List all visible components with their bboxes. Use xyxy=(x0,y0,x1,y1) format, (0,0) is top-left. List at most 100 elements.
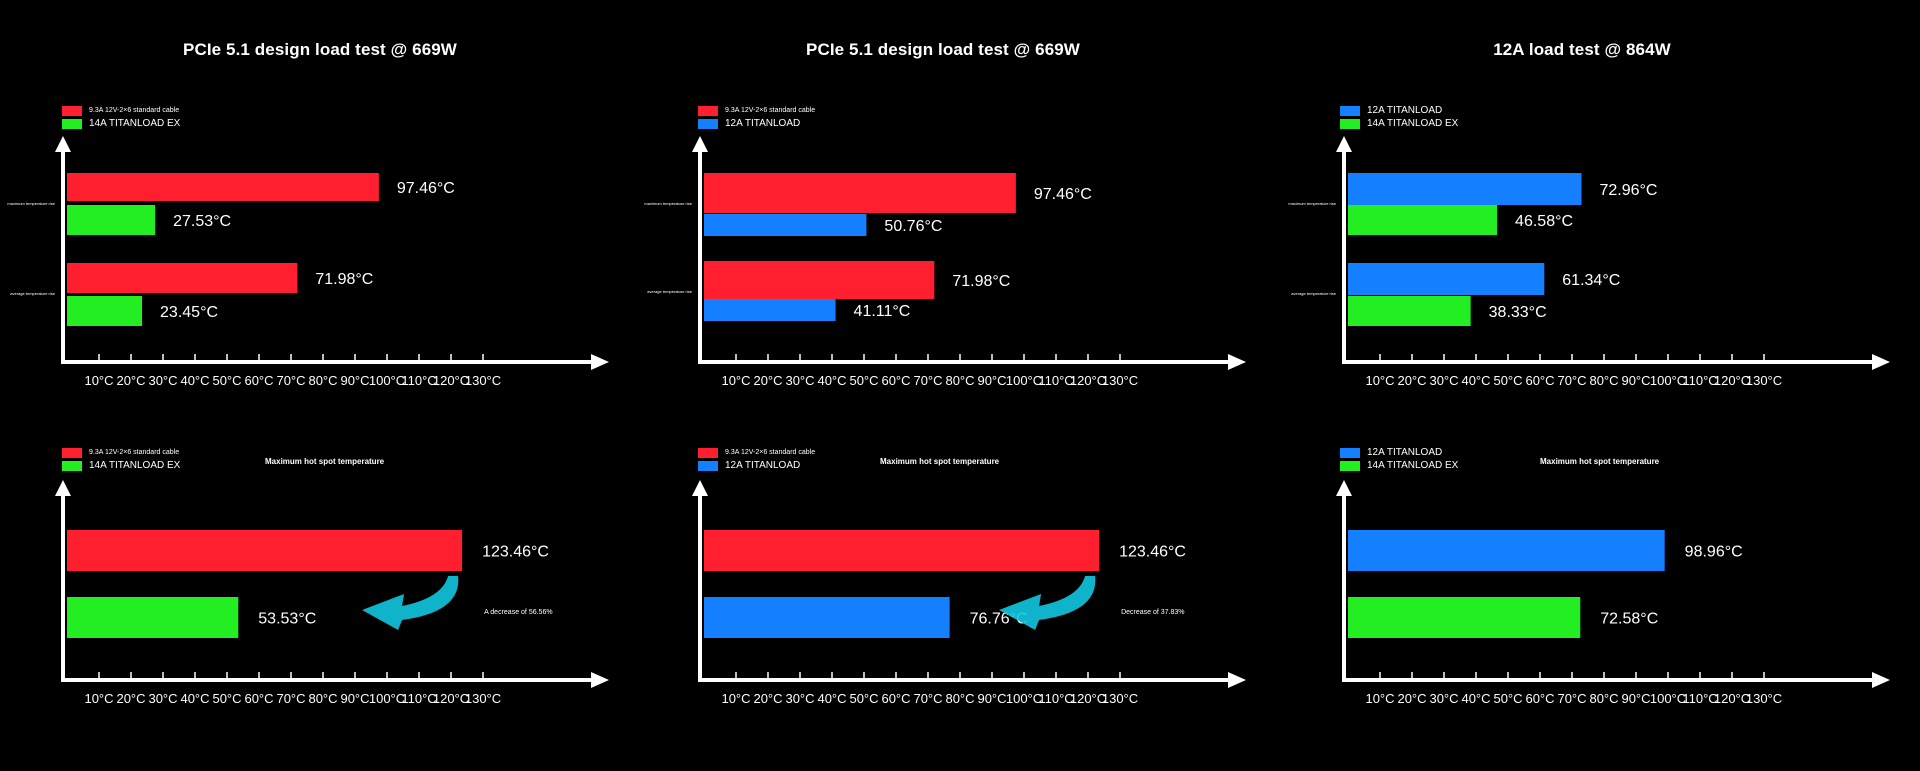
y-axis-arrow xyxy=(692,136,708,152)
column-title-3: 12A load test @ 864W xyxy=(1493,40,1671,59)
x-tick-label: 110°C xyxy=(1682,691,1717,706)
annotation-text: Decrease of 37.83% xyxy=(1121,609,1184,616)
x-tick-label: 60°C xyxy=(881,373,910,388)
data-label: 98.96°C xyxy=(1685,544,1743,561)
chart-panel-5: 10°C 20°C 30°C 40°C 50°C 60°C 70°C 80°C 90°C 100°… xyxy=(692,480,1246,706)
x-tick-label: 50°C xyxy=(212,691,241,706)
legend-swatch xyxy=(698,460,718,471)
data-label: 71.98°C xyxy=(952,273,1010,290)
x-tick-label: 30°C xyxy=(1429,691,1458,706)
legend-swatch xyxy=(62,118,82,129)
legend-label: 9.3A 12V-2×6 standard cable xyxy=(725,107,816,114)
data-label: 123.46°C xyxy=(482,544,549,561)
x-tick-label: 70°C xyxy=(913,373,942,388)
x-tick-label: 50°C xyxy=(1493,691,1522,706)
x-tick-label: 90°C xyxy=(977,691,1006,706)
data-label: 41.11°C xyxy=(854,303,911,320)
x-axis-arrow xyxy=(1872,672,1890,688)
x-tick-label: 20°C xyxy=(753,691,782,706)
x-tick-label: 10°C xyxy=(1365,373,1394,388)
category-label: maximum temperature rise xyxy=(644,201,692,206)
data-label: 97.46°C xyxy=(1034,186,1092,203)
x-tick-label: 70°C xyxy=(1557,691,1586,706)
legend-chart-4: 9.3A 12V-2×6 standard cable 14A TITANLOA… xyxy=(62,446,180,472)
x-tick-label: 100°C xyxy=(1650,373,1686,388)
x-tick-label: 40°C xyxy=(180,373,209,388)
x-tick-label: 100°C xyxy=(1650,691,1686,706)
x-tick-label: 10°C xyxy=(721,373,750,388)
chart-panel-1: 10°C 20°C 30°C 40°C 50°C 60°C 70°C 80°C 90°C 100°… xyxy=(7,136,609,388)
chart-subtitle-5: Maximum hot spot temperature xyxy=(880,457,1000,466)
y-axis-arrow xyxy=(692,480,708,496)
bar xyxy=(1348,296,1471,326)
legend-label: 9.3A 12V-2×6 standard cable xyxy=(725,449,816,456)
bar xyxy=(704,597,950,638)
bar xyxy=(1348,173,1582,205)
x-tick-label: 10°C xyxy=(1365,691,1394,706)
legend-swatch xyxy=(62,447,82,458)
legend-swatch xyxy=(62,105,82,116)
legend-chart-1: 9.3A 12V-2×6 standard cable 14A TITANLOA… xyxy=(62,104,180,130)
x-tick-label: 90°C xyxy=(340,373,369,388)
x-tick-label: 70°C xyxy=(276,691,305,706)
x-tick-label: 60°C xyxy=(244,691,273,706)
x-tick-label: 10°C xyxy=(84,691,113,706)
x-tick-label: 100°C xyxy=(1006,373,1042,388)
x-tick-label: 120°C xyxy=(1070,691,1106,706)
decrease-arrow xyxy=(999,576,1096,630)
category-label: maximum temperature rise xyxy=(1288,201,1336,206)
x-tick-label: 130°C xyxy=(1746,691,1782,706)
legend-label: 9.3A 12V-2×6 standard cable xyxy=(89,449,180,456)
x-tick-label: 30°C xyxy=(785,691,814,706)
x-tick-label: 120°C xyxy=(1714,691,1750,706)
y-axis-arrow xyxy=(55,136,71,152)
bar xyxy=(67,205,156,235)
data-label: 46.58°C xyxy=(1515,213,1573,230)
x-tick-label: 90°C xyxy=(977,373,1006,388)
category-label: maximum temperature rise xyxy=(7,201,55,206)
legend-label: 14A TITANLOAD EX xyxy=(89,118,181,129)
x-tick-label: 80°C xyxy=(308,373,337,388)
decrease-arrow xyxy=(362,576,459,630)
x-tick-label: 60°C xyxy=(244,373,273,388)
bar xyxy=(704,173,1016,213)
legend-label: 12A TITANLOAD xyxy=(725,460,801,471)
data-label: 71.98°C xyxy=(315,271,373,288)
x-tick-label: 110°C xyxy=(1038,373,1073,388)
x-tick-label: 60°C xyxy=(1525,373,1554,388)
x-tick-label: 10°C xyxy=(84,373,113,388)
bar xyxy=(704,214,867,236)
x-tick-label: 50°C xyxy=(849,691,878,706)
x-tick-label: 40°C xyxy=(180,691,209,706)
annotation-text: A decrease of 56.56% xyxy=(484,609,553,616)
x-tick-label: 80°C xyxy=(945,373,974,388)
legend-label: 12A TITANLOAD xyxy=(1367,447,1443,458)
x-axis-arrow xyxy=(591,672,609,688)
x-axis-arrow xyxy=(591,354,609,370)
column-title-2: PCIe 5.1 design load test @ 669W xyxy=(806,40,1080,59)
legend-label: 14A TITANLOAD EX xyxy=(1367,118,1459,129)
legend-swatch xyxy=(1340,105,1360,116)
x-tick-label: 40°C xyxy=(817,373,846,388)
x-tick-label: 40°C xyxy=(1461,373,1490,388)
x-tick-label: 20°C xyxy=(1397,691,1426,706)
data-label: 38.33°C xyxy=(1489,304,1547,321)
legend-swatch xyxy=(1340,447,1360,458)
x-tick-label: 120°C xyxy=(433,373,469,388)
legend-chart-5: 9.3A 12V-2×6 standard cable 12A TITANLOA… xyxy=(698,446,815,472)
x-tick-label: 60°C xyxy=(881,691,910,706)
x-tick-label: 10°C xyxy=(721,691,750,706)
x-tick-label: 20°C xyxy=(753,373,782,388)
x-tick-label: 30°C xyxy=(785,373,814,388)
x-tick-label: 80°C xyxy=(1589,373,1618,388)
y-axis-arrow xyxy=(1336,480,1352,496)
bar xyxy=(1348,597,1581,638)
bar xyxy=(1348,205,1498,235)
category-label: average temperature rise xyxy=(1291,291,1336,296)
x-tick-label: 130°C xyxy=(1102,373,1138,388)
bar xyxy=(1348,530,1665,571)
x-tick-label: 90°C xyxy=(340,691,369,706)
legend-swatch xyxy=(698,447,718,458)
x-tick-label: 100°C xyxy=(369,373,405,388)
chart-subtitle-4: Maximum hot spot temperature xyxy=(265,457,385,466)
